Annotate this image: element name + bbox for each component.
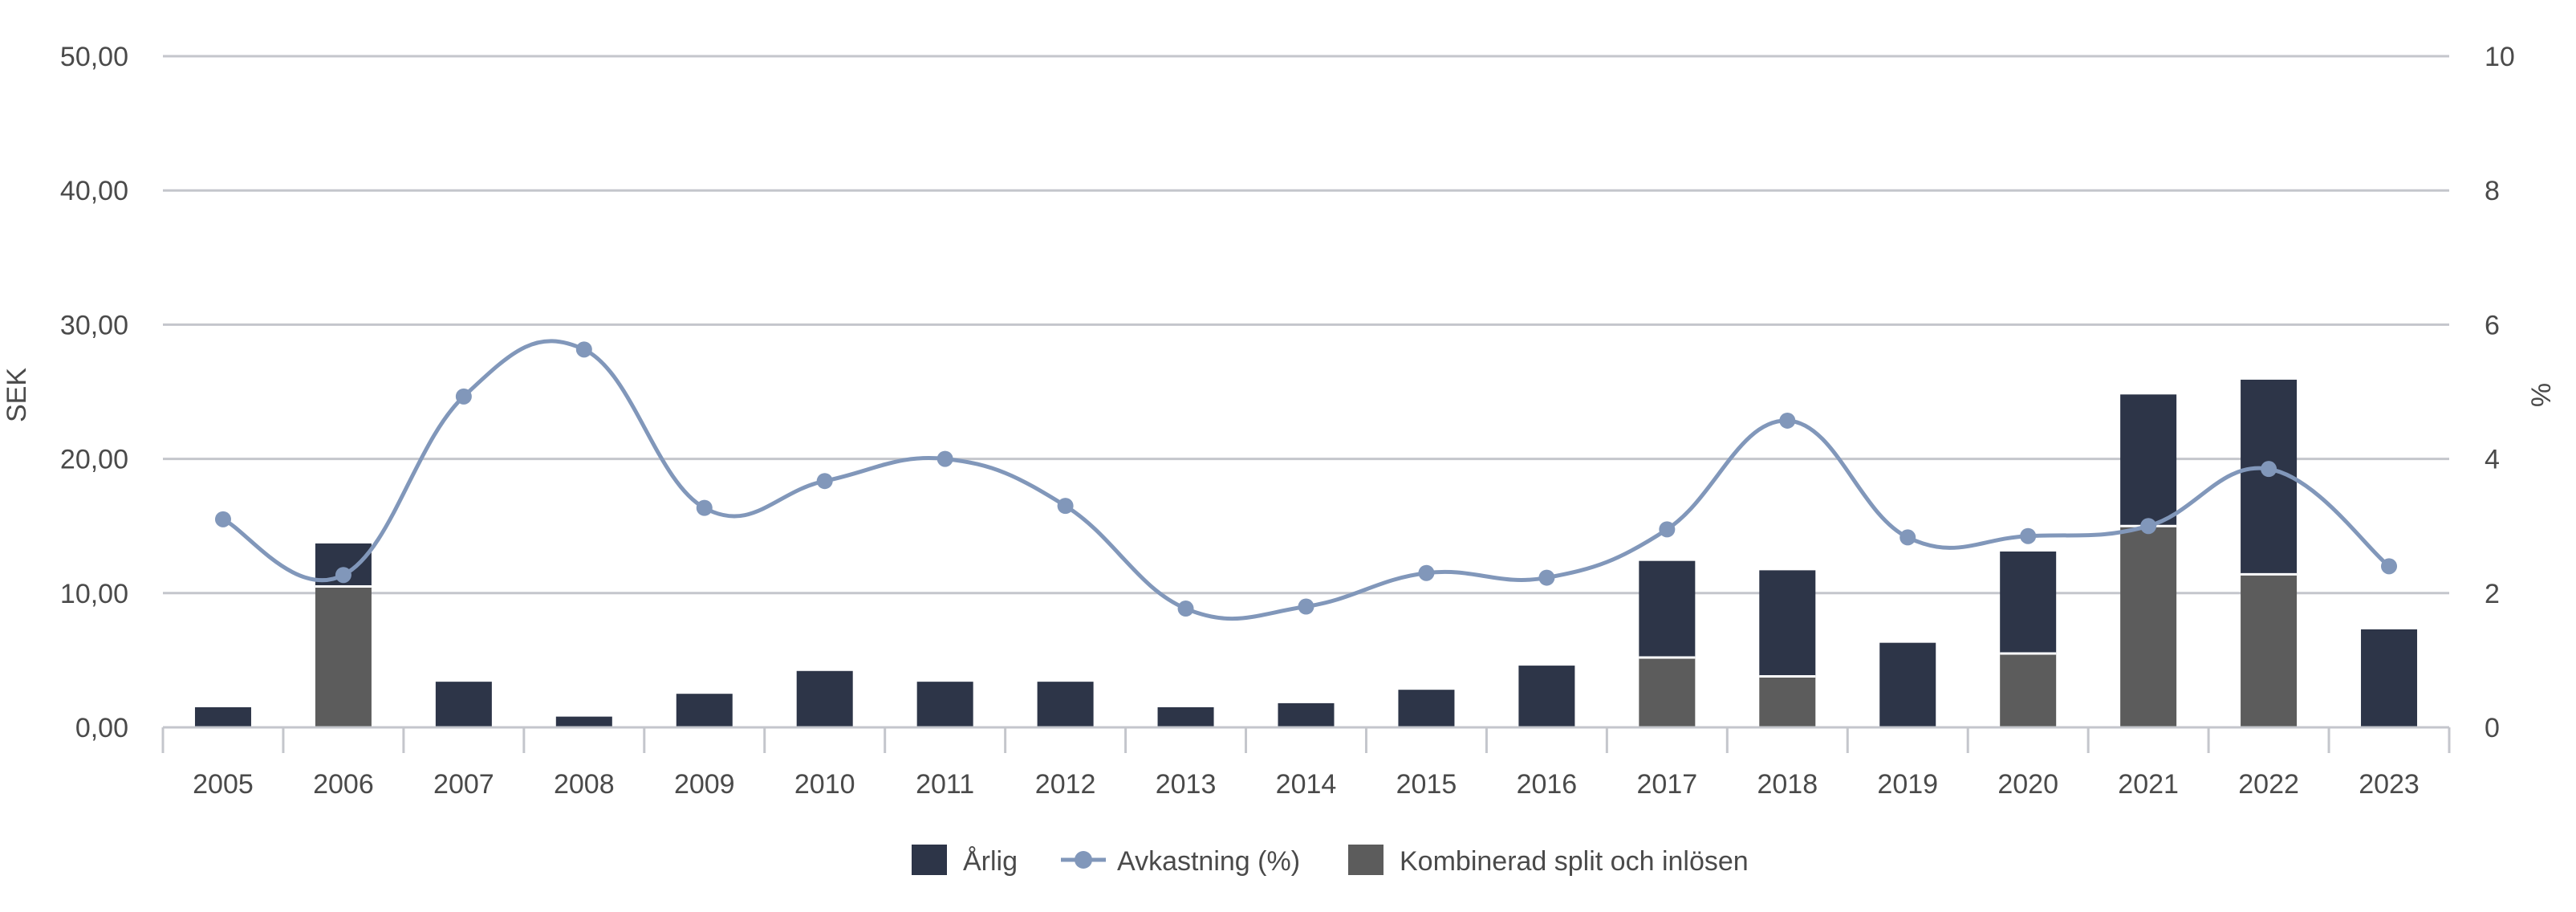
x-tick-label: 2020 (1997, 769, 2058, 800)
x-tick-label: 2023 (2359, 769, 2420, 800)
x-tick-label: 2022 (2238, 769, 2299, 800)
bar-arlig (2361, 629, 2418, 727)
yield-point (335, 567, 351, 584)
left-tick-label: 50,00 (60, 42, 128, 72)
bar-kombinerad (1639, 658, 1696, 727)
yield-point (1418, 564, 1435, 581)
x-tick-label: 2008 (554, 769, 615, 800)
x-tick-label: 2016 (1517, 769, 1578, 800)
legend-label-arlig: Årlig (963, 846, 1018, 877)
right-tick-label: 8 (2485, 176, 2500, 206)
yield-point (2261, 461, 2277, 478)
x-axis: 2005 2006 2007 2008 2009 2010 2011 2012 2013 2014… (161, 726, 2451, 800)
bar-arlig (796, 670, 853, 727)
x-tick-label: 2005 (193, 769, 254, 800)
bar-arlig (555, 716, 612, 727)
yield-point (1057, 498, 1074, 515)
bar-kombinerad (1759, 676, 1816, 727)
bar-arlig (1879, 642, 1936, 727)
yield-line (214, 339, 2398, 621)
yield-point (1177, 601, 1194, 617)
yield-point (696, 499, 713, 516)
yield-point (2140, 518, 2157, 535)
yield-point (937, 450, 953, 467)
x-tick-label: 2011 (916, 769, 974, 800)
left-tick-label: 10,00 (60, 579, 128, 609)
yield-point (1538, 569, 1555, 586)
bar-arlig (1518, 666, 1575, 727)
yield-point (2381, 558, 2398, 575)
right-tick-label: 0 (2485, 713, 2500, 743)
yield-point (214, 511, 231, 527)
bar-kombinerad (2120, 526, 2177, 727)
yield-point (575, 341, 592, 358)
yield-point (1659, 521, 1676, 538)
bar-arlig (194, 706, 251, 727)
left-tick-label: 0,00 (75, 713, 128, 743)
bar-arlig (676, 694, 733, 727)
left-axis-title: SEK (2, 368, 32, 422)
x-tick-label: 2021 (2118, 769, 2179, 800)
legend-label-avkastning: Avkastning (%) (1117, 846, 1300, 877)
bar-arlig (2000, 551, 2057, 654)
x-tick-label: 2017 (1637, 769, 1698, 800)
left-axis-ticks: 0,00 10,00 20,00 30,00 40,00 50,00 (60, 42, 128, 743)
x-tick-label: 2015 (1396, 769, 1457, 800)
yield-point (816, 473, 833, 490)
legend-label-kombinerad: Kombinerad split och inlösen (1400, 846, 1749, 877)
x-tick-label: 2013 (1156, 769, 1217, 800)
legend-swatch-kombinerad (1348, 845, 1383, 875)
x-tick-label: 2014 (1276, 769, 1337, 800)
right-axis-title: % (2526, 383, 2557, 407)
bar-arlig (1037, 682, 1094, 727)
x-tick-label: 2012 (1035, 769, 1096, 800)
yield-line-path (221, 339, 2391, 621)
bar-arlig (1398, 690, 1455, 727)
x-tick-label: 2019 (1877, 769, 1938, 800)
left-tick-label: 20,00 (60, 445, 128, 475)
legend-marker-avkastning (1075, 851, 1092, 869)
x-tick-label: 2010 (794, 769, 855, 800)
right-tick-label: 2 (2485, 579, 2500, 609)
yield-point (455, 388, 472, 405)
right-tick-label: 4 (2485, 445, 2500, 475)
bar-arlig (435, 682, 492, 727)
bar-arlig (2120, 394, 2177, 527)
right-tick-label: 6 (2485, 310, 2500, 340)
bar-kombinerad (2000, 653, 2057, 727)
bar-arlig (1157, 706, 1214, 727)
left-tick-label: 40,00 (60, 176, 128, 206)
bar-arlig (1759, 570, 1816, 677)
yield-point (1899, 529, 1916, 546)
bar-arlig (916, 682, 973, 727)
bars (194, 379, 2418, 727)
x-tick-label: 2009 (674, 769, 735, 800)
yield-point (1298, 598, 1314, 615)
bar-arlig (1278, 702, 1335, 727)
bar-kombinerad (315, 586, 372, 727)
x-tick-label: 2018 (1757, 769, 1818, 800)
yield-point (2020, 527, 2037, 544)
bar-arlig (1639, 560, 1696, 658)
right-tick-label: 10 (2485, 42, 2515, 72)
bar-kombinerad (2241, 574, 2298, 727)
x-tick-label: 2007 (433, 769, 494, 800)
gridlines (163, 55, 2449, 729)
x-tick-label: 2006 (313, 769, 374, 800)
left-tick-label: 30,00 (60, 310, 128, 340)
legend-swatch-arlig (912, 845, 947, 875)
legend: Årlig Avkastning (%) Kombinerad split och … (912, 845, 1749, 877)
right-axis-ticks: 0 2 4 6 8 10 (2485, 42, 2515, 743)
yield-point (1779, 412, 1796, 429)
